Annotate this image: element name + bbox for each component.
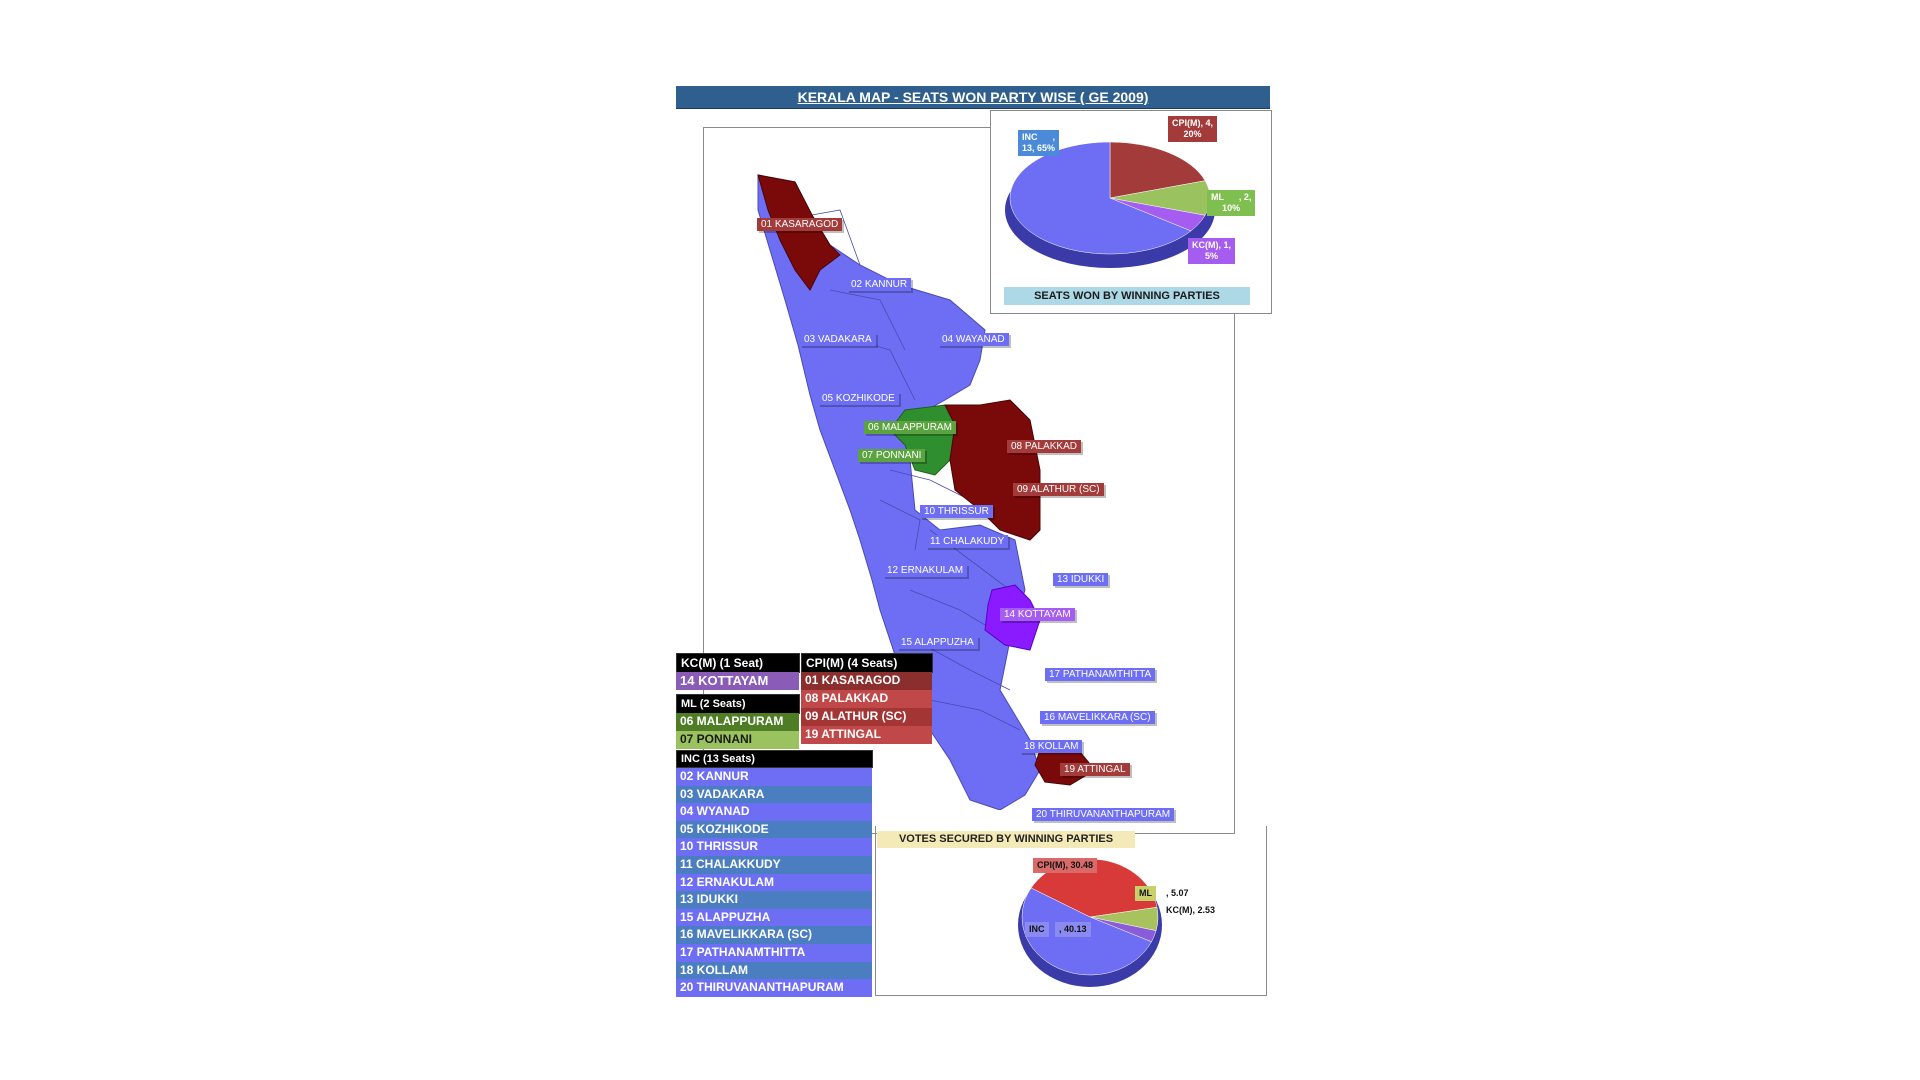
legend-cpi-item: 01 KASARAGOD xyxy=(801,672,932,690)
map-label-thiruvananthapuram: 20 THIRUVANANTHAPURAM xyxy=(1032,808,1175,821)
seats-pie-chart xyxy=(1005,141,1215,268)
map-label-thrissur: 10 THRISSUR xyxy=(920,505,993,518)
legend-ml-item: 07 PONNANI xyxy=(676,731,799,749)
legend-cpi-header: CPI(M) (4 Seats) xyxy=(801,653,933,673)
map-label-kollam: 18 KOLLAM xyxy=(1020,740,1083,753)
legend-cpi-item: 09 ALATHUR (SC) xyxy=(801,708,932,726)
map-label-kannur: 02 KANNUR xyxy=(847,278,912,291)
legend-inc-item: 18 KOLLAM xyxy=(676,961,872,980)
legend-inc-item: 04 WYANAD xyxy=(676,803,872,821)
legend-inc-item: 02 KANNUR xyxy=(676,768,872,786)
votes-label-cpi: CPI(M), 30.48 xyxy=(1033,858,1098,873)
legend-inc-item: 17 PATHANAMTHITTA xyxy=(676,944,872,962)
seats-label-cpi: CPI(M), 4, 20% xyxy=(1168,116,1218,142)
map-label-idukki: 13 IDUKKI xyxy=(1053,573,1109,586)
legend-inc-header: INC (13 Seats) xyxy=(676,750,873,768)
legend-kcm-item: 14 KOTTAYAM xyxy=(676,672,799,690)
map-label-kozhikode: 05 KOZHIKODE xyxy=(818,392,899,405)
legend-inc-item: 11 CHALAKKUDY xyxy=(676,856,872,874)
pie-slice-cpi xyxy=(1109,141,1206,199)
legend-inc-item: 10 THRISSUR xyxy=(676,838,872,856)
map-label-alathur: 09 ALATHUR (SC) xyxy=(1013,483,1104,496)
legend-cpi-item: 19 ATTINGAL xyxy=(801,726,932,744)
legend-inc-item: 16 MAVELIKKARA (SC) xyxy=(676,926,872,944)
map-label-malappuram: 06 MALAPPURAM xyxy=(864,421,956,434)
page-title: KERALA MAP - SEATS WON PARTY WISE ( GE 2… xyxy=(676,86,1270,109)
map-label-alappuzha: 15 ALAPPUZHA xyxy=(897,636,978,649)
map-label-palakkad: 08 PALAKKAD xyxy=(1007,440,1081,453)
map-label-attingal: 19 ATTINGAL xyxy=(1060,763,1130,776)
legend-ml-header: ML (2 Seats) xyxy=(676,694,800,714)
votes-chart-caption: VOTES SECURED BY WINNING PARTIES xyxy=(877,831,1135,848)
map-label-pathanamthitta: 17 PATHANAMTHITTA xyxy=(1045,668,1156,681)
votes-label-inc: INC xyxy=(1025,922,1049,937)
votes-label-ml: ML xyxy=(1135,886,1156,901)
seats-label-inc: INC , 13, 65% xyxy=(1018,130,1060,156)
map-label-chalakudy: 11 CHALAKUDY xyxy=(926,535,1009,548)
seats-chart-caption: SEATS WON BY WINNING PARTIES xyxy=(1004,287,1250,305)
votes-label-inc-value: , 40.13 xyxy=(1055,922,1091,937)
legend-kcm-header: KC(M) (1 Seat) xyxy=(676,653,800,673)
map-label-ernakulam: 12 ERNAKULAM xyxy=(883,564,968,577)
map-label-ponnani: 07 PONNANI xyxy=(858,449,926,462)
legend-inc-item: 13 IDUKKI xyxy=(676,891,872,909)
legend-inc-item: 03 VADAKARA xyxy=(676,785,872,804)
votes-chart-frame xyxy=(875,826,1267,996)
legend-inc-item: 15 ALAPPUZHA xyxy=(676,908,872,927)
legend-inc-item: 20 THIRUVANANTHAPURAM xyxy=(676,979,872,997)
map-label-vadakara: 03 VADAKARA xyxy=(800,333,876,346)
legend-cpi-item: 08 PALAKKAD xyxy=(801,690,932,708)
map-label-kasaragod: 01 KASARAGOD xyxy=(757,218,843,231)
seats-label-ml: ML , 2, 10% xyxy=(1207,190,1256,216)
map-label-kottayam: 14 KOTTAYAM xyxy=(1000,608,1075,621)
legend-inc-item: 05 KOZHIKODE xyxy=(676,820,872,839)
legend-inc-item: 12 ERNAKULAM xyxy=(676,873,872,892)
map-label-wayanad: 04 WAYANAD xyxy=(938,333,1009,346)
map-label-mavelikkara: 16 MAVELIKKARA (SC) xyxy=(1040,711,1155,724)
map-region-palakkad-alathur xyxy=(944,399,1041,541)
seats-label-kcm: KC(M), 1, 5% xyxy=(1188,238,1235,264)
votes-label-ml-value: , 5.07 xyxy=(1166,888,1189,898)
legend-ml-item: 06 MALAPPURAM xyxy=(676,713,799,731)
votes-label-kcm: KC(M), 2.53 xyxy=(1166,905,1216,915)
